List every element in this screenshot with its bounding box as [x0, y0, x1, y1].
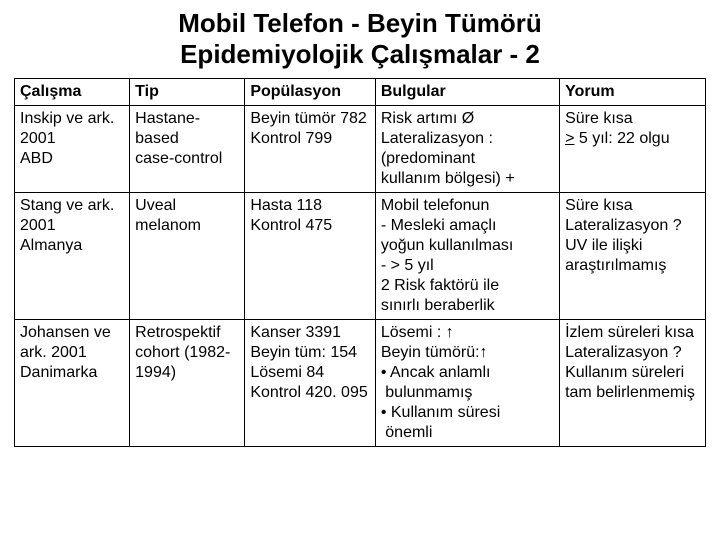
col-populasyon: Popülasyon [245, 79, 376, 106]
cell-yorum: Süre kısa> 5 yıl: 22 olgu [560, 106, 706, 193]
title-line-2: Epidemiyolojik Çalışmalar - 2 [180, 39, 540, 69]
col-tip: Tip [130, 79, 245, 106]
cell-bulgular: Mobil telefonun- Mesleki amaçlıyoğun kul… [375, 193, 559, 320]
cell-tip: Hastane-basedcase-control [130, 106, 245, 193]
table-row: Inskip ve ark.2001ABDHastane-basedcase-c… [15, 106, 706, 193]
table-row: Johansen veark. 2001DanimarkaRetrospekti… [15, 320, 706, 447]
cell-bulgular: Lösemi : ↑Beyin tümörü:↑• Ancak anlamlı … [375, 320, 559, 447]
col-calisma: Çalışma [15, 79, 130, 106]
cell-yorum: İzlem süreleri kısaLateralizasyon ?Kulla… [560, 320, 706, 447]
cell-calisma: Inskip ve ark.2001ABD [15, 106, 130, 193]
cell-bulgular: Risk artımı ØLateralizasyon :(predominan… [375, 106, 559, 193]
cell-calisma: Johansen veark. 2001Danimarka [15, 320, 130, 447]
table-row: Stang ve ark.2001AlmanyaUvealmelanomHast… [15, 193, 706, 320]
col-bulgular: Bulgular [375, 79, 559, 106]
cell-tip: Retrospektifcohort (1982-1994) [130, 320, 245, 447]
table-header-row: Çalışma Tip Popülasyon Bulgular Yorum [15, 79, 706, 106]
cell-yorum: Süre kısaLateralizasyon ?UV ile ilişkiar… [560, 193, 706, 320]
cell-tip: Uvealmelanom [130, 193, 245, 320]
cell-populasyon: Beyin tümör 782Kontrol 799 [245, 106, 376, 193]
cell-calisma: Stang ve ark.2001Almanya [15, 193, 130, 320]
title-line-1: Mobil Telefon - Beyin Tümörü [178, 8, 542, 38]
cell-populasyon: Kanser 3391Beyin tüm: 154Lösemi 84Kontro… [245, 320, 376, 447]
col-yorum: Yorum [560, 79, 706, 106]
cell-populasyon: Hasta 118Kontrol 475 [245, 193, 376, 320]
page-title: Mobil Telefon - Beyin Tümörü Epidemiyolo… [14, 8, 706, 70]
studies-table: Çalışma Tip Popülasyon Bulgular Yorum In… [14, 78, 706, 447]
